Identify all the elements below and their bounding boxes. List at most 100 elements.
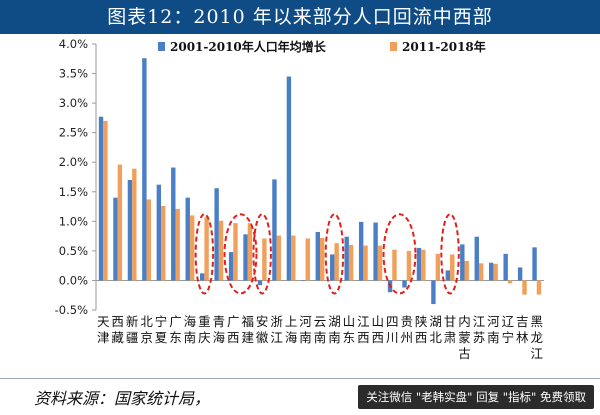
legend-swatch bbox=[390, 42, 397, 51]
y-tick-label: 3.0% bbox=[59, 96, 88, 110]
bar-series-2 bbox=[189, 215, 195, 281]
bar-series-1 bbox=[301, 280, 306, 282]
bar-series-1 bbox=[373, 222, 378, 281]
x-tick-label: 西 bbox=[227, 330, 240, 345]
x-tick-label: 重 bbox=[198, 314, 211, 329]
x-tick-label: 新 bbox=[126, 314, 139, 329]
x-tick-label: 州 bbox=[400, 330, 413, 345]
x-tick-label: 宁 bbox=[502, 330, 515, 345]
x-tick-label: 山 bbox=[343, 314, 356, 329]
bar-series-1 bbox=[416, 247, 422, 281]
bar-series-1 bbox=[489, 262, 494, 281]
bar-series-2 bbox=[392, 249, 397, 281]
y-tick-label: 1.5% bbox=[59, 185, 88, 199]
x-tick-label: 广 bbox=[227, 314, 240, 329]
x-tick-label: 宁 bbox=[155, 314, 168, 329]
bar-series-2 bbox=[406, 250, 412, 281]
x-tick-label: 疆 bbox=[126, 330, 139, 345]
bar-series-2 bbox=[175, 208, 180, 281]
bar-series-1 bbox=[431, 280, 436, 305]
legend-label: 2001-2010年人口年均增长 bbox=[170, 39, 327, 54]
x-tick-label: 上 bbox=[285, 314, 298, 329]
x-tick-label: 北 bbox=[429, 330, 442, 345]
bar-series-2 bbox=[536, 280, 542, 295]
bar-series-1 bbox=[330, 254, 335, 281]
x-tick-label: 西 bbox=[111, 314, 124, 329]
bar-series-1 bbox=[243, 234, 248, 281]
bar-series-2 bbox=[218, 220, 224, 281]
y-tick-label: 2.0% bbox=[59, 155, 88, 169]
bar-series-1 bbox=[185, 197, 190, 281]
legend-label: 2011-2018年 bbox=[402, 39, 486, 54]
bar-series-1 bbox=[503, 253, 508, 281]
x-tick-label: 四 bbox=[386, 314, 399, 329]
x-tick-label: 东 bbox=[343, 330, 356, 345]
x-tick-label: 陕 bbox=[415, 314, 428, 329]
x-tick-label: 湖 bbox=[328, 314, 341, 329]
x-tick-label: 江 bbox=[531, 346, 544, 361]
x-tick-label: 河 bbox=[487, 314, 500, 329]
bar-series-1 bbox=[315, 231, 320, 281]
highlight-ellipse bbox=[440, 213, 460, 295]
bar-chart: -0.5% 0.0% 0.5% 1.0% 1.5% 2.0% 2.5% 3.0% 3.5% 4.0… bbox=[55, 37, 544, 361]
x-tick-label: 海 bbox=[184, 314, 197, 329]
y-tick-label: 1.0% bbox=[59, 214, 88, 228]
bar-series-1 bbox=[199, 273, 205, 281]
chart-title: 图表12：2010 年以来部分人口回流中西部 bbox=[0, 0, 600, 34]
x-tick-label: 青 bbox=[213, 314, 226, 329]
bar-series-2 bbox=[435, 253, 441, 281]
bar-series-1 bbox=[402, 280, 407, 288]
x-tick-label: 建 bbox=[241, 330, 254, 345]
x-tick-label: 内 bbox=[458, 314, 471, 329]
x-tick-label: 夏 bbox=[155, 330, 168, 345]
bar-series-1 bbox=[142, 58, 147, 281]
bar-series-2 bbox=[363, 245, 368, 281]
bar-series-1 bbox=[113, 197, 118, 281]
x-tick-label: 海 bbox=[213, 330, 226, 345]
x-tick-label: 广 bbox=[169, 314, 182, 329]
x-tick-label: 北 bbox=[140, 314, 153, 329]
x-tick-label: 南 bbox=[487, 330, 500, 345]
bar-series-1 bbox=[257, 280, 263, 286]
x-tick-label: 南 bbox=[314, 330, 327, 345]
bar-series-2 bbox=[493, 263, 498, 281]
x-tick-label: 海 bbox=[285, 330, 298, 345]
bar-series-1 bbox=[171, 167, 176, 281]
bar-series-2 bbox=[276, 235, 282, 281]
x-tick-label: 东 bbox=[169, 330, 182, 345]
legend-swatch bbox=[158, 42, 165, 51]
bar-series-2 bbox=[478, 263, 484, 281]
x-tick-label: 江 bbox=[473, 314, 486, 329]
x-tick-label: 吉 bbox=[516, 314, 529, 329]
x-tick-label: 湖 bbox=[429, 314, 442, 329]
y-tick-label: 0.5% bbox=[59, 244, 88, 258]
bar-series-2 bbox=[117, 164, 123, 281]
x-tick-label: 龙 bbox=[531, 330, 544, 345]
x-tick-label: 南 bbox=[184, 330, 197, 345]
y-tick-label: 4.0% bbox=[59, 37, 88, 51]
x-tick-label: 林 bbox=[516, 330, 529, 345]
bar-series-2 bbox=[247, 223, 253, 281]
bar-series-2 bbox=[334, 243, 339, 281]
bar-series-1 bbox=[156, 184, 162, 281]
bar-series-2 bbox=[233, 223, 238, 281]
bar-series-2 bbox=[348, 244, 354, 281]
highlight-ellipse bbox=[223, 213, 258, 295]
x-tick-label: 徽 bbox=[256, 330, 269, 345]
x-tick-label: 西 bbox=[415, 330, 428, 345]
bar-series-2 bbox=[161, 205, 166, 281]
bar-series-1 bbox=[517, 267, 523, 281]
bar-series-1 bbox=[344, 236, 349, 281]
bar-series-2 bbox=[204, 217, 209, 281]
bar-series-1 bbox=[214, 188, 219, 281]
x-tick-label: 南 bbox=[328, 330, 341, 345]
highlight-ellipse bbox=[194, 213, 215, 295]
x-tick-label: 甘 bbox=[444, 314, 457, 329]
x-tick-label: 天 bbox=[97, 314, 110, 329]
x-tick-label: 肃 bbox=[444, 330, 457, 345]
highlight-ellipse bbox=[252, 213, 272, 295]
y-tick-label: 2.5% bbox=[59, 126, 88, 140]
bar-series-1 bbox=[445, 270, 451, 281]
x-tick-label: 藏 bbox=[111, 330, 124, 345]
x-tick-label: 南 bbox=[299, 330, 312, 345]
